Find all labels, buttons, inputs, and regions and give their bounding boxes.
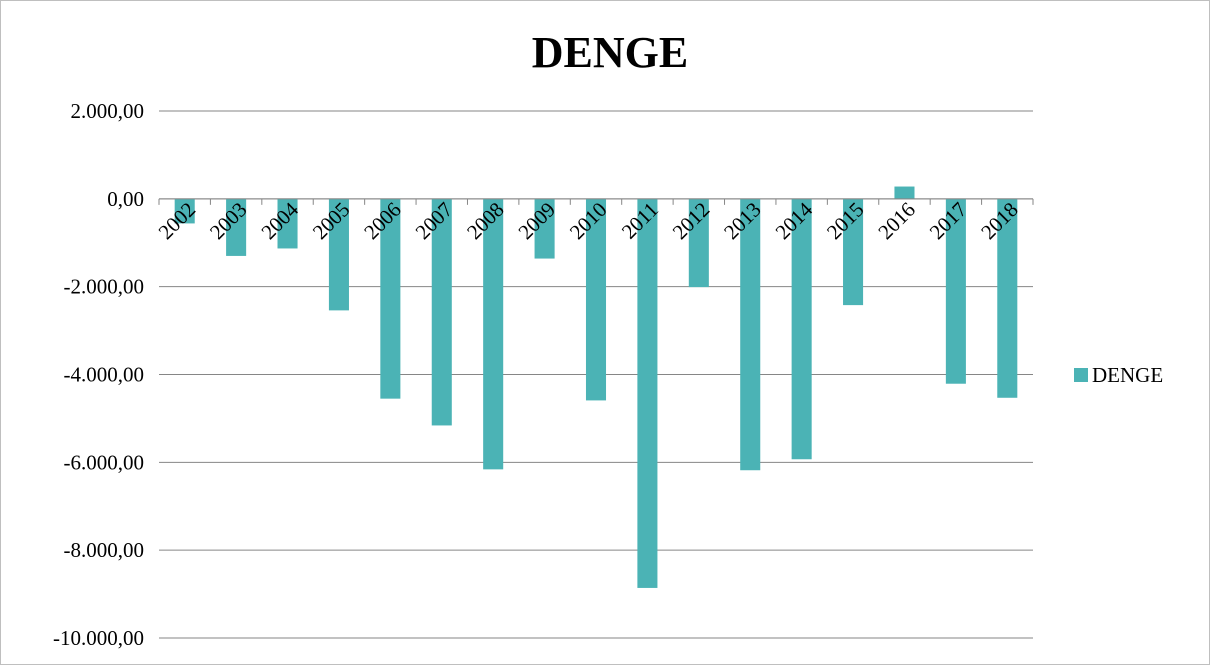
x-axis [158,198,1034,205]
bar-2010 [585,198,607,401]
y-tick-label: 0,00 [107,187,144,211]
y-axis-tick-labels: 2.000,00 0,00 -2.000,00 -4.000,00 -6.000,00 -… [53,99,144,650]
bar-2006 [380,198,401,399]
legend-label: DENGE [1092,363,1163,387]
bar-2007 [431,198,452,426]
y-tick-label: -4.000,00 [64,363,145,387]
y-tick-label: -8.000,00 [64,538,145,562]
bar-2005 [328,198,349,311]
bar-2018 [997,198,1018,398]
bar-2004 [277,198,298,249]
y-tick-label: 2.000,00 [71,99,145,123]
bar-2008 [483,198,504,470]
y-tick-label: -10.000,00 [53,626,144,650]
bar-2002 [174,198,195,224]
x-tick-label: 2016 [873,197,920,244]
bar-2009 [534,198,555,259]
bar-2017 [945,198,966,384]
y-tick-label: -6.000,00 [64,450,145,474]
bar-2011 [637,198,658,588]
bar-2013 [740,198,761,471]
chart-title: DENGE [532,28,688,77]
bar-2015 [843,198,864,306]
bars [174,186,1018,588]
legend: DENGE [1074,363,1163,387]
legend-swatch [1074,368,1088,382]
bar-2003 [226,198,247,256]
bar-2012 [688,198,709,288]
bar-2016 [894,186,915,199]
bar-2014 [791,198,812,460]
y-tick-label: -2.000,00 [64,275,145,299]
